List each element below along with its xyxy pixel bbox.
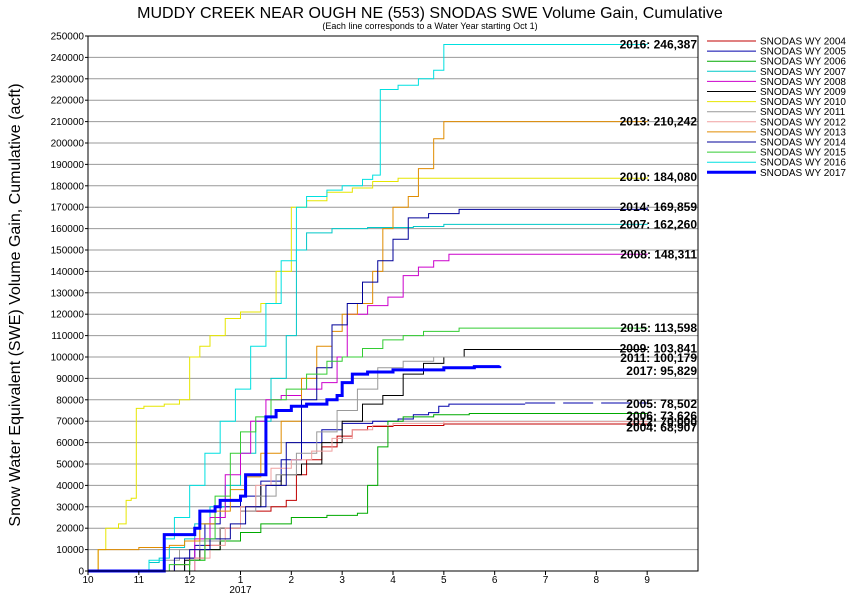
series-line-wy2014 [88,207,648,572]
x-tick-label: 6 [492,575,498,586]
series-group [88,43,648,573]
end-label-wy2016: 2016: 246,387 [620,38,698,52]
end-label-wy2008: 2008: 148,311 [620,247,697,261]
y-tick-label: 160000 [51,224,85,235]
end-label-wy2007: 2007: 162,260 [620,217,698,231]
legend-label-wy2005: SNODAS WY 2005 [760,47,846,58]
x-tick-label: 4 [390,575,396,586]
end-label-wy2015: 2015: 113,598 [620,321,697,335]
x-tick-label: 7 [543,575,549,586]
legend-label-wy2012: SNODAS WY 2012 [760,117,846,128]
y-tick-label: 220000 [51,96,85,107]
plot-frame [87,35,699,572]
y-tick-label: 20000 [56,524,84,535]
y-tick-label: 200000 [51,139,85,150]
y-tick-label: 90000 [56,374,84,385]
y-tick-label: 30000 [56,502,84,513]
y-tick-label: 10000 [56,545,84,556]
series-line-wy2005 [88,403,526,572]
legend-label-wy2004: SNODAS WY 2004 [760,37,846,48]
chart-title: MUDDY CREEK NEAR OUGH NE (553) SNODAS SW… [137,5,723,22]
end-label-wy2013: 2013: 210,242 [620,115,698,129]
legend-label-wy2015: SNODAS WY 2015 [760,148,846,159]
y-tick-label: 100000 [51,353,85,364]
y-tick-label: 140000 [51,267,85,278]
end-label-wy2017: 2017: 95,829 [626,364,697,378]
y-tick-label: 120000 [51,310,85,321]
end-label-wy2010: 2010: 184,080 [620,170,698,184]
x-tick-label: 12 [184,575,196,586]
y-ticks: 0 10000 20000 30000 40000 50000 60000 70000 8000… [51,32,88,578]
y-tick-label: 240000 [51,53,85,64]
series-line-wy2009 [88,348,648,572]
y-tick-label: 190000 [51,160,85,171]
y-tick-label: 210000 [51,117,85,128]
end-label-wy2006: 2006: 73,626 [626,409,697,423]
y-tick-label: 70000 [56,417,84,428]
legend-label-wy2011: SNODAS WY 2011 [760,107,846,118]
y-tick-label: 0 [78,567,84,578]
y-tick-label: 150000 [51,246,85,257]
x-tick-label: 8 [594,575,600,586]
y-tick-label: 60000 [56,438,84,449]
series-line-wy2013 [88,121,648,572]
end-label-wy2004: 2004: 68,907 [626,421,697,435]
y-tick-label: 40000 [56,481,84,492]
y-tick-label: 80000 [56,395,84,406]
series-line-wy2007 [88,223,648,572]
x-tick-label: 2 [289,575,295,586]
y-tick-label: 250000 [51,32,85,43]
x-tick-label: 9 [644,575,650,586]
end-label-wy2012: 2012: 70,000 [626,415,697,429]
series-line-wy2017 [88,365,502,573]
chart-subtitle: (Each line corresponds to a Water Year s… [322,21,537,31]
legend-label-wy2013: SNODAS WY 2013 [760,127,846,138]
legend-label-wy2010: SNODAS WY 2010 [760,97,846,108]
series-line-wy2008 [88,253,648,572]
end-label-wy2014: 2014: 169,859 [620,200,698,214]
x-tick-label: 5 [441,575,447,586]
y-tick-label: 180000 [51,181,85,192]
end-label-wy2009: 2009: 103,841 [620,341,698,355]
y-tick-label: 110000 [51,331,84,342]
x-tick-label: 1 [238,575,244,586]
x-tick-label: 3 [339,575,345,586]
legend-label-wy2007: SNODAS WY 2007 [760,67,846,78]
y-axis-label: Snow Water Equivalent (SWE) Volume Gain,… [7,83,24,526]
legend-label-wy2008: SNODAS WY 2008 [760,77,846,88]
x-year-label: 2017 [229,585,252,596]
series-line-wy2016 [88,43,648,572]
grid [88,35,698,572]
end-label-wy2005: 2005: 78,502 [626,397,697,411]
legend-label-wy2017: SNODAS WY 2017 [760,168,846,179]
x-tick-label: 10 [82,575,94,586]
x-tick-label: 11 [134,575,145,586]
series-line-wy2010 [88,177,648,572]
end-label-wy2011: 2011: 100,179 [620,351,697,365]
y-tick-label: 50000 [56,460,84,471]
legend-label-wy2016: SNODAS WY 2016 [760,158,846,169]
y-tick-label: 230000 [51,74,85,85]
legend-label-wy2006: SNODAS WY 2006 [760,57,846,68]
legend-label-wy2014: SNODAS WY 2014 [760,138,846,149]
legend-label-wy2009: SNODAS WY 2009 [760,87,846,98]
y-tick-label: 170000 [51,203,85,214]
y-tick-label: 130000 [51,288,85,299]
series-line-wy2015 [88,327,648,572]
